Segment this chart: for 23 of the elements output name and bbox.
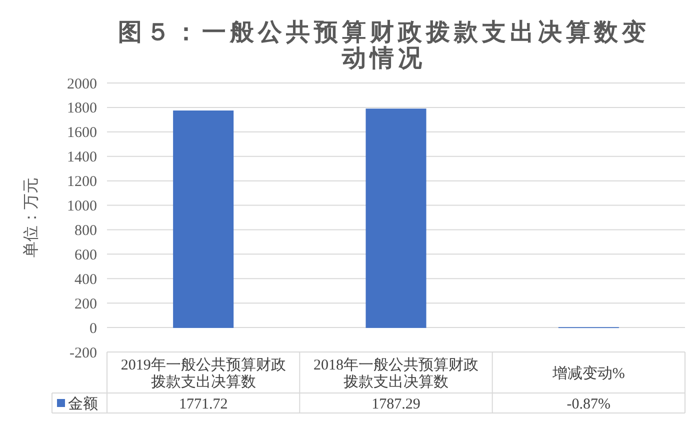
y-tick-label: 1200 bbox=[67, 174, 97, 190]
y-tick-label: 2000 bbox=[67, 76, 97, 92]
x-tick-label: 2018年一般公共预算财政拨款支出决算数 bbox=[314, 356, 478, 390]
y-tick-label: 200 bbox=[74, 296, 97, 312]
data-label: -0.87% bbox=[566, 396, 611, 412]
chart-title: 图５：一般公共预算财政拨款支出决算数变动情况 bbox=[118, 19, 650, 72]
y-tick-label: 1400 bbox=[67, 150, 97, 166]
x-tick-label: 2019年一般公共预算财政拨款支出决算数 bbox=[120, 356, 286, 390]
y-tick-label: 1800 bbox=[67, 100, 97, 117]
y-tick-label: 1000 bbox=[67, 198, 97, 215]
y-tick-label: 800 bbox=[74, 222, 97, 239]
y-tick-label: 600 bbox=[74, 247, 97, 264]
data-label: 1771.72 bbox=[178, 396, 228, 412]
y-tick-label: 1600 bbox=[67, 125, 97, 142]
y-tick-label: 0 bbox=[90, 320, 97, 337]
legend-label: 金额 bbox=[68, 395, 98, 412]
bar bbox=[366, 108, 426, 328]
x-tick-label: 增减变动% bbox=[551, 364, 625, 382]
bar bbox=[173, 110, 234, 328]
data-label: 1787.29 bbox=[372, 396, 420, 412]
y-axis-title: 单位：万元 bbox=[22, 178, 40, 258]
y-tick-label: 400 bbox=[74, 272, 97, 288]
y-tick-label: -200 bbox=[70, 345, 97, 362]
